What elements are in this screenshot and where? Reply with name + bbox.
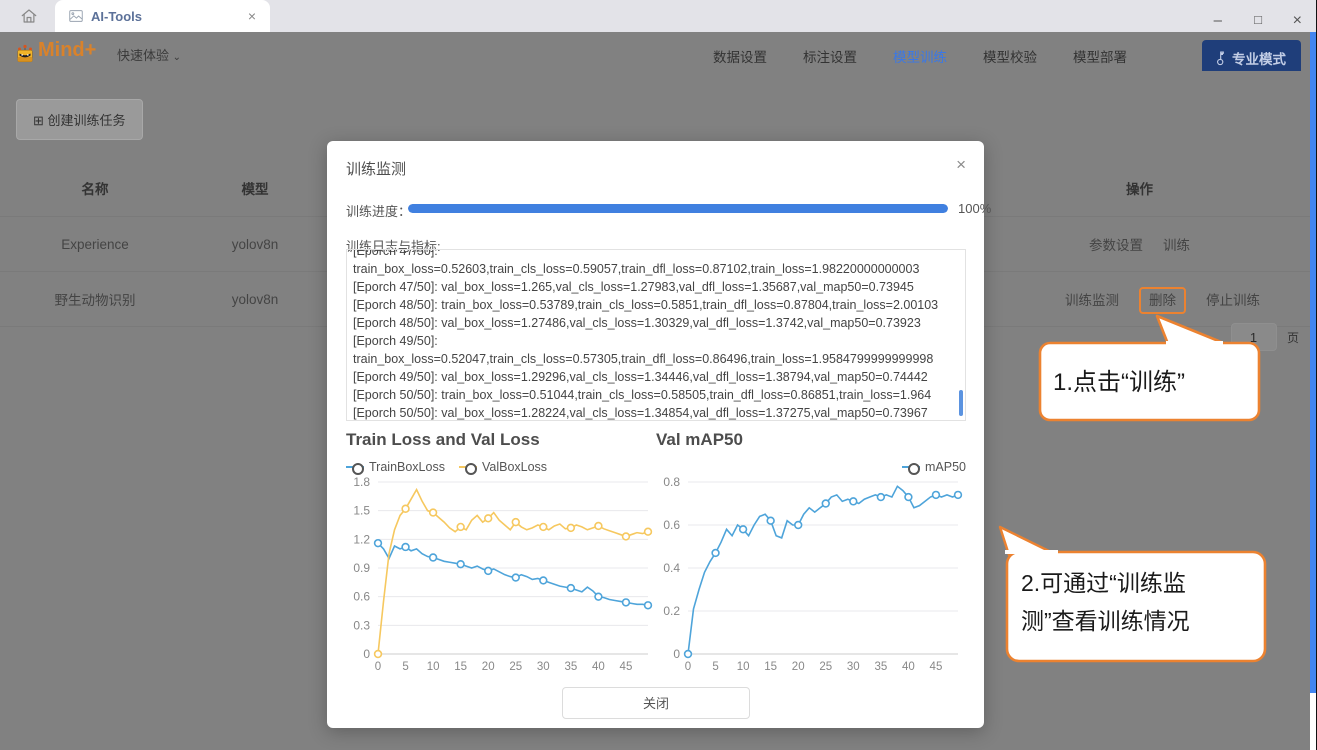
svg-text:0: 0	[375, 661, 381, 673]
svg-text:15: 15	[454, 661, 467, 673]
svg-text:0.2: 0.2	[663, 604, 680, 618]
svg-text:1.5: 1.5	[353, 504, 370, 518]
svg-text:30: 30	[537, 661, 550, 673]
svg-text:30: 30	[847, 661, 860, 673]
svg-text:5: 5	[712, 661, 718, 673]
svg-text:45: 45	[930, 661, 943, 673]
svg-text:5: 5	[402, 661, 408, 673]
svg-text:25: 25	[509, 661, 522, 673]
svg-text:35: 35	[564, 661, 577, 673]
svg-text:25: 25	[819, 661, 832, 673]
svg-text:10: 10	[427, 661, 440, 673]
svg-text:10: 10	[737, 661, 750, 673]
svg-text:0.6: 0.6	[663, 518, 680, 532]
svg-text:1.2: 1.2	[353, 532, 370, 546]
svg-text:0.8: 0.8	[663, 476, 680, 489]
svg-text:20: 20	[792, 661, 805, 673]
svg-text:20: 20	[482, 661, 495, 673]
svg-text:40: 40	[902, 661, 915, 673]
svg-text:0.4: 0.4	[663, 561, 680, 575]
svg-text:0.6: 0.6	[353, 590, 370, 604]
svg-text:0: 0	[363, 647, 370, 661]
svg-text:45: 45	[620, 661, 633, 673]
svg-text:0: 0	[685, 661, 691, 673]
svg-text:0.9: 0.9	[353, 561, 370, 575]
svg-text:15: 15	[764, 661, 777, 673]
svg-text:0.3: 0.3	[353, 618, 370, 632]
svg-text:40: 40	[592, 661, 605, 673]
svg-text:0: 0	[673, 647, 680, 661]
svg-text:35: 35	[874, 661, 887, 673]
svg-text:1.8: 1.8	[353, 476, 370, 489]
